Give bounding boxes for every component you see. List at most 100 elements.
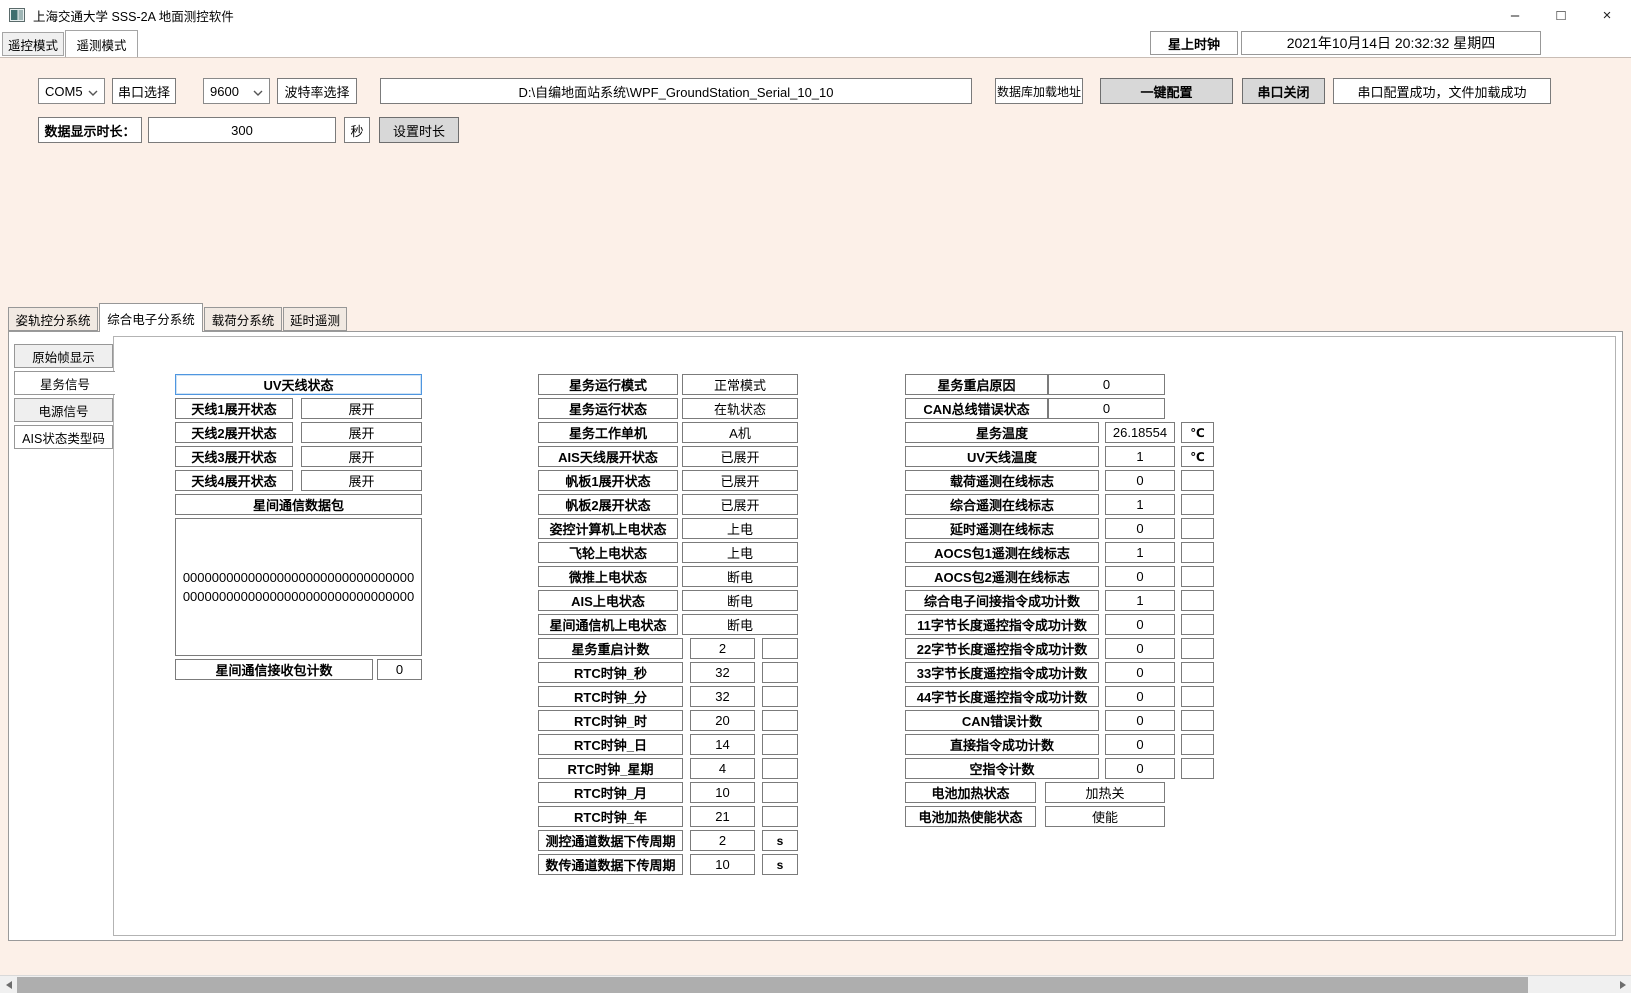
baud-rate-select[interactable]: 9600	[203, 78, 270, 104]
flag-counter-value[interactable]: 0	[1105, 686, 1175, 707]
flag-counter-value[interactable]: 0	[1105, 734, 1175, 755]
service-counter-value[interactable]: 10	[690, 854, 755, 875]
flag-counter-row: 11字节长度遥控指令成功计数 0	[905, 614, 1214, 635]
service-status-row: AIS天线展开状态 已展开	[538, 446, 798, 467]
tab-cdh-subsystem[interactable]: 综合电子分系统	[99, 303, 203, 332]
service-status-row: 星务运行状态 在轨状态	[538, 398, 798, 419]
service-status-label: 帆板2展开状态	[538, 494, 678, 515]
flag-counter-value[interactable]: 0	[1105, 662, 1175, 683]
service-status-value[interactable]: 上电	[682, 518, 798, 539]
flag-counter-value[interactable]: 1	[1105, 542, 1175, 563]
scroll-left-button[interactable]	[0, 977, 17, 993]
service-counter-value[interactable]: 10	[690, 782, 755, 803]
scrollbar-thumb[interactable]	[17, 977, 1528, 993]
duration-input[interactable]: 300	[148, 117, 336, 143]
service-counter-unit	[762, 662, 798, 683]
sidetab-power-signal[interactable]: 电源信号	[14, 398, 113, 422]
battery-label: 电池加热使能状态	[905, 806, 1036, 827]
service-status-row: 帆板1展开状态 已展开	[538, 470, 798, 491]
minimize-button[interactable]: –	[1510, 7, 1520, 24]
service-status-row: 星务运行模式 正常模式	[538, 374, 798, 395]
antenna-value[interactable]: 展开	[301, 422, 422, 443]
tab-payload-subsystem[interactable]: 载荷分系统	[204, 307, 282, 331]
sidetab-ais-code[interactable]: AIS状态类型码	[14, 425, 113, 449]
tab-remote-mode[interactable]: 遥控模式	[2, 32, 64, 56]
service-counter-value[interactable]: 20	[690, 710, 755, 731]
service-counter-value[interactable]: 14	[690, 734, 755, 755]
service-counter-row: 数传通道数据下传周期 10 s	[538, 854, 798, 875]
service-status-value[interactable]: 已展开	[682, 446, 798, 467]
intersat-counter-row: 星间通信接收包计数 0	[175, 659, 422, 680]
sidetab-satellite-service[interactable]: 星务信号	[14, 371, 115, 395]
service-status-value[interactable]: 已展开	[682, 470, 798, 491]
service-counter-value[interactable]: 2	[690, 638, 755, 659]
maximize-button[interactable]: □	[1556, 7, 1566, 24]
com-port-select[interactable]: COM5	[38, 78, 105, 104]
flag-counter-value[interactable]: 0	[1105, 758, 1175, 779]
flag-counter-value[interactable]: 0	[1105, 638, 1175, 659]
battery-value[interactable]: 加热关	[1045, 782, 1165, 803]
service-counter-label: 星务重启计数	[538, 638, 683, 659]
horizontal-scrollbar[interactable]	[0, 975, 1631, 993]
flag-counter-label: 11字节长度遥控指令成功计数	[905, 614, 1099, 635]
scroll-right-button[interactable]	[1614, 977, 1631, 993]
baud-select-button[interactable]: 波特率选择	[277, 78, 357, 104]
service-status-value[interactable]: 已展开	[682, 494, 798, 515]
flag-counter-value[interactable]: 0	[1105, 518, 1175, 539]
flag-counter-value[interactable]: 1	[1105, 446, 1175, 467]
uv-antenna-header[interactable]: UV天线状态	[175, 374, 422, 395]
window-controls: – □ ×	[1492, 1, 1630, 30]
service-status-value[interactable]: 正常模式	[682, 374, 798, 395]
service-counter-unit: s	[762, 830, 798, 851]
mode-tab-strip: 遥控模式 遥测模式 星上时钟 2021年10月14日 20:32:32 星期四	[0, 30, 1631, 57]
flag-counter-label: 33字节长度遥控指令成功计数	[905, 662, 1099, 683]
flag-counter-unit	[1181, 662, 1214, 683]
service-counter-value[interactable]: 32	[690, 686, 755, 707]
antenna-label: 天线1展开状态	[175, 398, 293, 419]
close-button[interactable]: ×	[1602, 7, 1612, 24]
flag-counter-unit	[1181, 566, 1214, 587]
flag-counter-value[interactable]: 1	[1105, 494, 1175, 515]
flag-counter-value[interactable]: 1	[1105, 590, 1175, 611]
one-key-config-button[interactable]: 一键配置	[1100, 78, 1233, 104]
db-path-input[interactable]: D:\自编地面站系统\WPF_GroundStation_Serial_10_1…	[380, 78, 972, 104]
service-counter-value[interactable]: 4	[690, 758, 755, 779]
service-status-value[interactable]: 上电	[682, 542, 798, 563]
flag-counter-value[interactable]: 0	[1105, 566, 1175, 587]
flag-counter-row: 22字节长度遥控指令成功计数 0	[905, 638, 1214, 659]
flag-counter-value[interactable]: 0	[1105, 614, 1175, 635]
service-status-value[interactable]: 断电	[682, 566, 798, 587]
intersat-counter-value[interactable]: 0	[377, 659, 422, 680]
antenna-value[interactable]: 展开	[301, 446, 422, 467]
battery-value[interactable]: 使能	[1045, 806, 1165, 827]
flag-counter-row: AOCS包1遥测在线标志 1	[905, 542, 1214, 563]
service-status-label: 星务运行状态	[538, 398, 678, 419]
service-counter-value[interactable]: 21	[690, 806, 755, 827]
tab-delay-telemetry[interactable]: 延时遥测	[283, 307, 347, 331]
chevron-down-icon	[253, 84, 263, 99]
service-status-value[interactable]: 在轨状态	[682, 398, 798, 419]
serial-select-button[interactable]: 串口选择	[112, 78, 176, 104]
flag-counter-value[interactable]: 26.18554	[1105, 422, 1175, 443]
serial-close-button[interactable]: 串口关闭	[1242, 78, 1325, 104]
antenna-label: 天线3展开状态	[175, 446, 293, 467]
tab-aocs-subsystem[interactable]: 姿轨控分系统	[8, 307, 98, 331]
service-status-value[interactable]: 断电	[682, 614, 798, 635]
service-status-value[interactable]: 断电	[682, 590, 798, 611]
service-status-value[interactable]: A机	[682, 422, 798, 443]
flag-counter-row: 直接指令成功计数 0	[905, 734, 1214, 755]
battery-label: 电池加热状态	[905, 782, 1036, 803]
set-duration-button[interactable]: 设置时长	[379, 117, 459, 143]
service-counter-value[interactable]: 32	[690, 662, 755, 683]
flag-wide-value[interactable]: 0	[1048, 398, 1165, 419]
antenna-value[interactable]: 展开	[301, 470, 422, 491]
intersat-packet-data[interactable]: 0000000000000000000000000000000000000000…	[175, 518, 422, 656]
service-counter-value[interactable]: 2	[690, 830, 755, 851]
tab-telemetry-mode[interactable]: 遥测模式	[65, 30, 138, 57]
db-load-button[interactable]: 数据库加载地址	[995, 78, 1083, 104]
flag-wide-value[interactable]: 0	[1048, 374, 1165, 395]
antenna-value[interactable]: 展开	[301, 398, 422, 419]
sidetab-raw-frame[interactable]: 原始帧显示	[14, 344, 113, 368]
flag-counter-value[interactable]: 0	[1105, 710, 1175, 731]
flag-counter-value[interactable]: 0	[1105, 470, 1175, 491]
